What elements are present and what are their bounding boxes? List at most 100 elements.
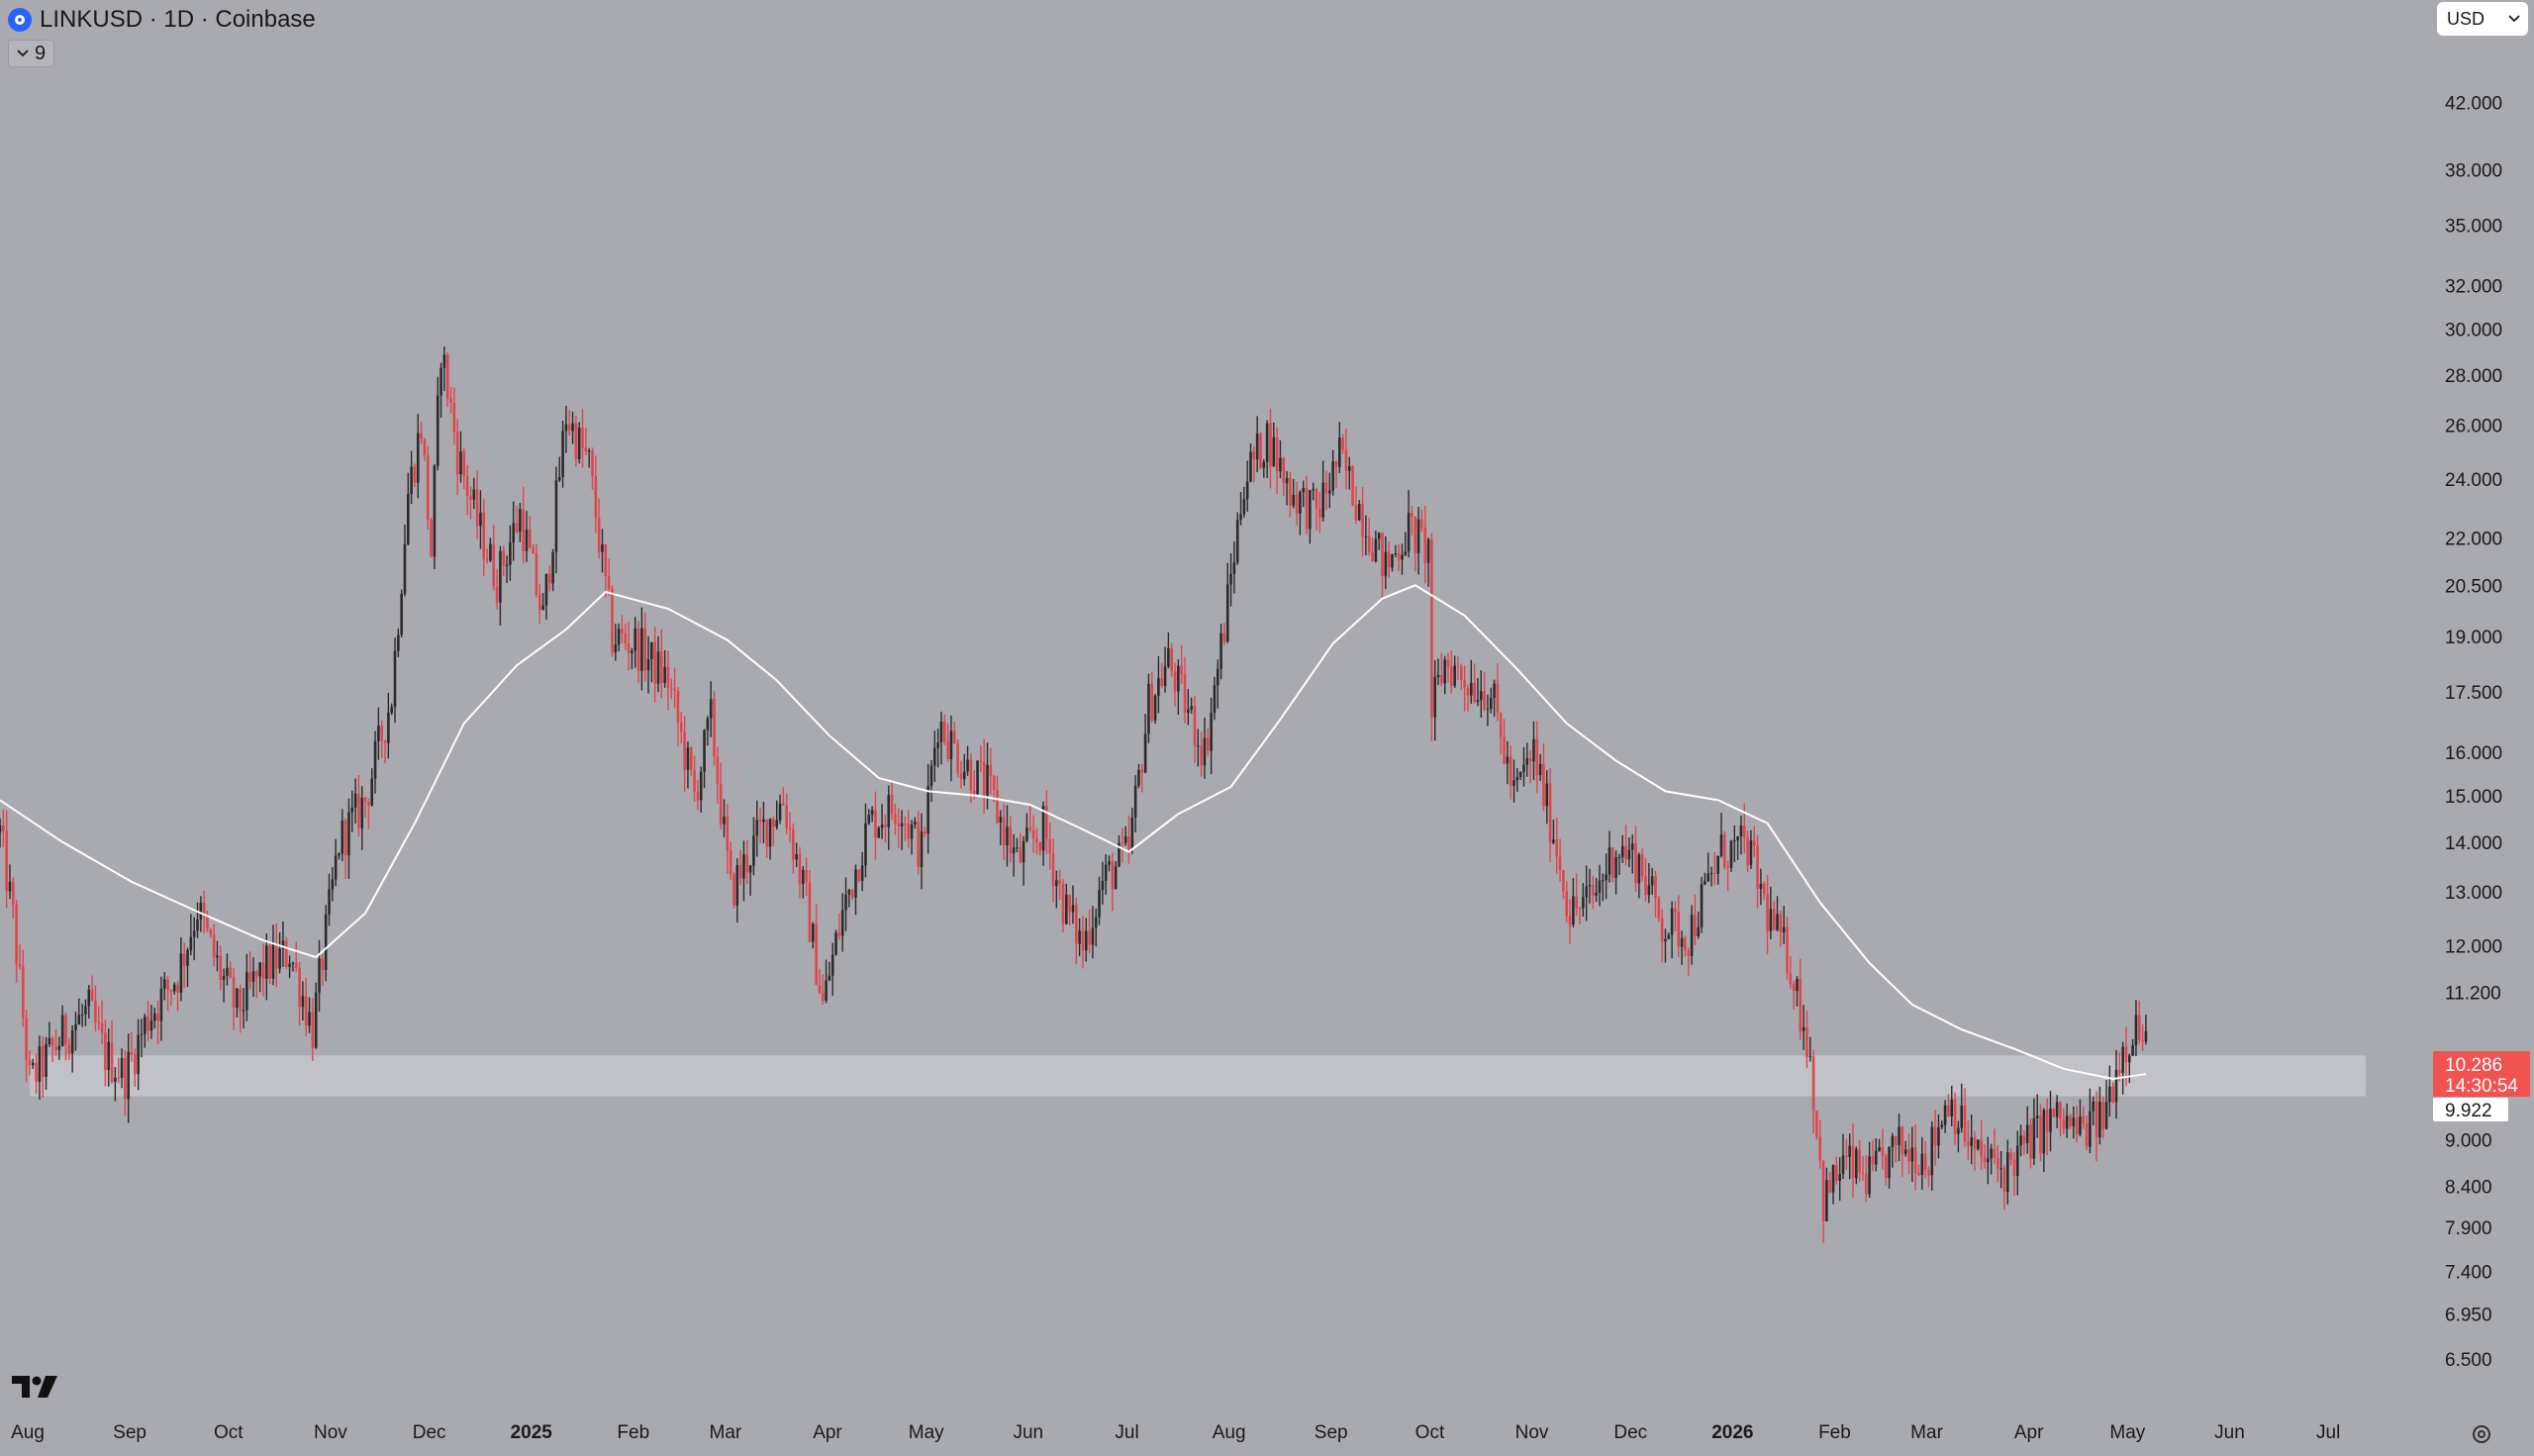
candle-body (2015, 1145, 2019, 1176)
candle-body (130, 1051, 134, 1055)
time-axis[interactable]: Aug Sep Oct Nov Dec 2025 Feb Mar Apr May Jun Jul Aug… (11, 1422, 2340, 1443)
candle-body (1074, 905, 1078, 944)
candle-body (1225, 584, 1229, 642)
candle-body (979, 760, 983, 762)
candle-body (433, 465, 437, 557)
candle-body (1071, 905, 1075, 913)
candle-body (713, 699, 716, 757)
price-axis[interactable]: 42.000 38.000 35.000 32.000 30.000 28.000 26.0… (2445, 93, 2502, 1371)
candle-body (646, 659, 650, 671)
candle-body (788, 827, 792, 829)
candle-body (765, 819, 769, 847)
candle-body (1483, 691, 1486, 710)
candle-body (77, 1015, 81, 1024)
candle-body (1525, 758, 1529, 765)
candle-body (1265, 423, 1269, 462)
time-tick-label: Mar (1910, 1422, 1943, 1443)
candle-body (2082, 1116, 2086, 1123)
candle-body (1065, 894, 1068, 924)
candle-body (367, 802, 370, 806)
candle-body (1282, 457, 1286, 484)
candle-body (1697, 926, 1701, 936)
price-tick-label: 19.000 (2445, 628, 2502, 648)
candle-body (584, 447, 588, 452)
candle-body (1269, 423, 1272, 467)
candle-body (146, 1017, 149, 1031)
candle-body (551, 551, 554, 584)
candle-body (245, 972, 248, 1011)
gear-icon[interactable] (2471, 1423, 2492, 1445)
candle-body (742, 854, 745, 879)
candle-body (535, 553, 538, 595)
candle-body (1739, 825, 1743, 836)
candle-body (60, 1015, 64, 1046)
candle-body (920, 831, 924, 867)
candle-body (778, 803, 782, 821)
candle-body (1802, 1026, 1805, 1031)
candle-body (1055, 880, 1058, 887)
candle-body (933, 747, 936, 766)
candle-body (2035, 1116, 2039, 1118)
candle-body (1907, 1149, 1910, 1162)
candle-body (611, 589, 614, 653)
candle-body (1729, 840, 1733, 868)
candle-body (2, 825, 5, 831)
indicators-toggle-button[interactable]: 9 (8, 40, 55, 67)
candle-body (1674, 908, 1677, 913)
candle-body (811, 923, 815, 942)
candle-body (1104, 864, 1108, 881)
candle-body (2079, 1116, 2082, 1135)
tradingview-logo-icon[interactable] (12, 1374, 59, 1400)
candle-body (1660, 918, 1664, 942)
currency-select[interactable]: USD (2437, 2, 2528, 36)
candle-body (1687, 950, 1691, 956)
price-tick-label: 15.000 (2445, 787, 2502, 808)
candle-body (1811, 1056, 1815, 1112)
candle-body (1460, 666, 1463, 681)
candle-body (956, 743, 959, 774)
price-tick-label: 14.000 (2445, 833, 2502, 854)
candle-body (834, 932, 837, 955)
currency-value: USD (2447, 8, 2485, 29)
candle-body (182, 953, 186, 966)
candle-body (1058, 880, 1061, 884)
candle-body (1657, 898, 1661, 919)
candle-body (35, 1062, 38, 1082)
candle-body (587, 450, 591, 452)
candle-body (1453, 665, 1456, 686)
candle-body (996, 790, 999, 824)
candle-body (54, 1045, 57, 1050)
candle-body (1762, 883, 1766, 895)
candle-body (1585, 886, 1588, 898)
candle-body (18, 963, 22, 967)
candle-body (772, 819, 775, 827)
time-tick-label: Oct (214, 1422, 244, 1443)
candle-body (656, 651, 660, 684)
candle-body (2012, 1159, 2016, 1176)
candle-body (1357, 504, 1361, 521)
candle-body (2104, 1102, 2108, 1129)
candle-body (1430, 539, 1433, 718)
candle-body (1831, 1165, 1835, 1193)
candle-body (489, 543, 492, 561)
candle-body (482, 512, 486, 560)
symbol-title[interactable]: LINKUSD · 1D · Coinbase (40, 6, 316, 33)
candle-body (70, 1029, 74, 1054)
candle-body (1838, 1174, 1841, 1181)
candle-body (1845, 1155, 1848, 1157)
candle-body (850, 889, 854, 898)
ma-value: 9.922 (2445, 1101, 2492, 1121)
candle-body (830, 954, 834, 976)
candle-body (890, 795, 894, 815)
time-tick-label: May (2109, 1422, 2145, 1443)
candle-body (226, 967, 229, 976)
candle-body (1315, 489, 1318, 509)
candle-body (229, 967, 233, 978)
time-tick-label: May (909, 1422, 944, 1443)
candle-body (636, 628, 640, 671)
candle-body (1420, 519, 1423, 528)
time-tick-label: Nov (314, 1422, 347, 1443)
candle-body (1716, 855, 1719, 874)
candle-body (383, 740, 387, 743)
